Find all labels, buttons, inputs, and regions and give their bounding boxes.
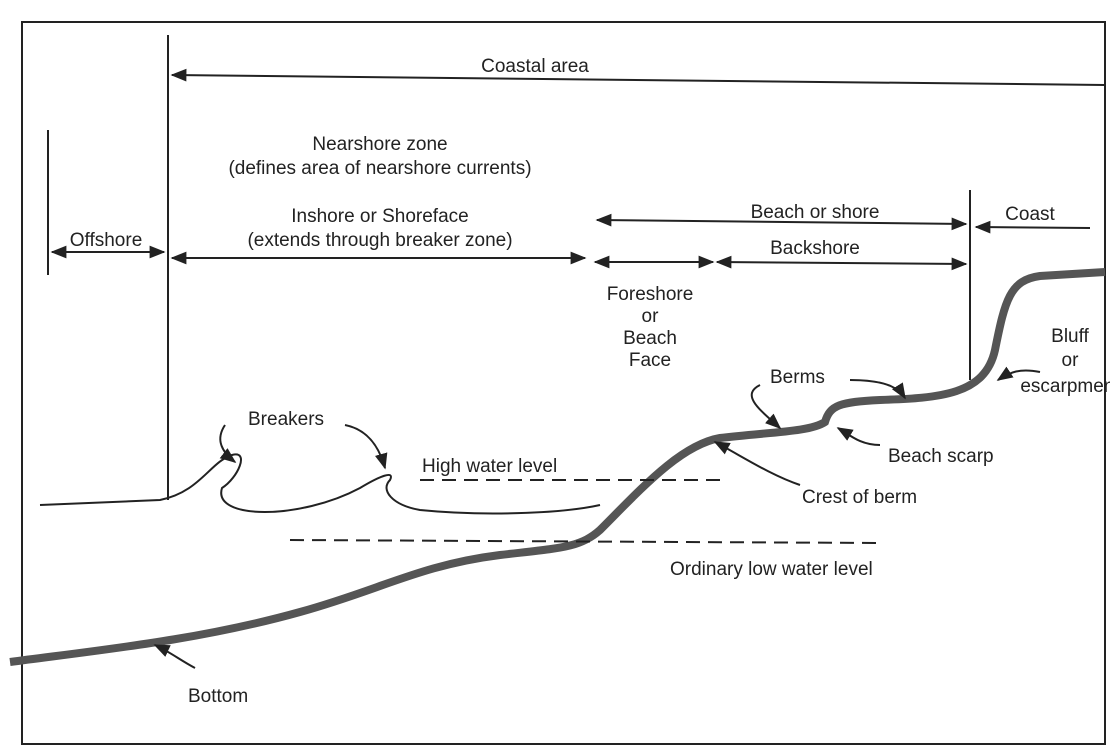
label: Beach or shore xyxy=(751,202,880,223)
leader xyxy=(153,644,196,669)
label: Coast xyxy=(1005,204,1055,225)
low-water-line xyxy=(289,539,881,544)
leader xyxy=(836,427,881,446)
label: Offshore xyxy=(70,230,143,251)
label: Bluff xyxy=(1051,326,1089,347)
arrow xyxy=(974,220,1091,234)
label: Backshore xyxy=(770,238,860,259)
leader xyxy=(750,384,782,430)
arrow xyxy=(170,68,1106,86)
label: (defines area of nearshore currents) xyxy=(228,158,531,179)
arrow xyxy=(595,213,968,231)
label: (extends through breaker zone) xyxy=(247,230,512,251)
leader xyxy=(219,424,237,463)
leader xyxy=(996,366,1041,381)
label: or xyxy=(642,306,660,327)
label: Foreshore xyxy=(607,284,694,305)
label: Beach xyxy=(623,328,677,349)
label: Breakers xyxy=(248,409,324,430)
leader xyxy=(849,379,906,400)
label: escarpment xyxy=(1020,376,1110,397)
label: Beach scarp xyxy=(888,446,994,467)
leader xyxy=(713,441,801,486)
leader xyxy=(344,424,388,470)
label: Berms xyxy=(770,367,825,388)
label: Nearshore zone xyxy=(312,134,447,155)
label: Crest of berm xyxy=(802,487,917,508)
frame xyxy=(21,21,1106,745)
label: High water level xyxy=(422,456,557,477)
label: Bottom xyxy=(188,686,248,707)
label: Inshore or Shoreface xyxy=(291,206,468,227)
label: Coastal area xyxy=(481,56,589,77)
ground-profile xyxy=(9,268,1106,666)
arrow xyxy=(715,255,968,271)
label: Ordinary low water level xyxy=(670,559,873,580)
label: Face xyxy=(629,350,671,371)
label: or xyxy=(1062,350,1080,371)
